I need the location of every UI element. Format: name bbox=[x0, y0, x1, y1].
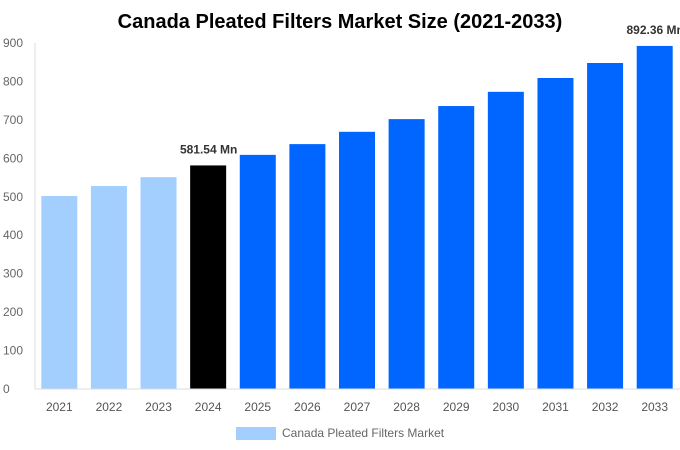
bar-2021[interactable] bbox=[41, 196, 78, 389]
bar-2033[interactable] bbox=[636, 45, 673, 389]
y-axis: 0 100 200 300 400 500 600 700 800 900 bbox=[3, 36, 36, 396]
x-tick-label: 2021 bbox=[46, 400, 73, 414]
bar-2024[interactable] bbox=[190, 165, 227, 389]
bar-2028[interactable] bbox=[388, 119, 425, 390]
y-tick-label: 500 bbox=[3, 190, 23, 204]
bar-2025[interactable] bbox=[239, 154, 276, 389]
y-tick-label: 800 bbox=[3, 74, 23, 88]
y-tick-label: 0 bbox=[3, 382, 10, 396]
x-tick-label: 2027 bbox=[344, 400, 371, 414]
bar-2022[interactable] bbox=[90, 186, 127, 389]
legend-label: Canada Pleated Filters Market bbox=[282, 426, 445, 440]
data-label: 581.54 Mn bbox=[180, 142, 237, 156]
x-tick-label: 2022 bbox=[96, 400, 123, 414]
y-tick-label: 200 bbox=[3, 305, 23, 319]
bar-2029[interactable] bbox=[438, 106, 475, 389]
bar-2031[interactable] bbox=[537, 77, 574, 390]
y-tick-label: 100 bbox=[3, 344, 23, 358]
x-axis: 2021 2022 2023 2024 2025 2026 2027 2028 2029 2030… bbox=[35, 388, 680, 414]
x-tick-label: 2029 bbox=[443, 400, 470, 414]
y-tick-label: 400 bbox=[3, 228, 23, 242]
chart-title: Canada Pleated Filters Market Size (2021… bbox=[118, 11, 563, 33]
y-tick-label: 700 bbox=[3, 113, 23, 127]
data-label: 892.36 Mn bbox=[627, 23, 680, 37]
x-tick-label: 2026 bbox=[294, 400, 321, 414]
legend-swatch bbox=[236, 427, 276, 440]
legend[interactable]: Canada Pleated Filters Market bbox=[236, 426, 445, 440]
y-tick-label: 900 bbox=[3, 36, 23, 50]
bar-2026[interactable] bbox=[289, 144, 326, 389]
bar-2032[interactable] bbox=[587, 62, 624, 389]
x-tick-label: 2024 bbox=[195, 400, 222, 414]
bar-2023[interactable] bbox=[140, 177, 177, 389]
bars bbox=[41, 45, 673, 390]
x-tick-label: 2025 bbox=[244, 400, 271, 414]
x-tick-label: 2032 bbox=[592, 400, 619, 414]
bar-2030[interactable] bbox=[487, 91, 524, 389]
y-tick-label: 600 bbox=[3, 151, 23, 165]
x-tick-label: 2030 bbox=[492, 400, 519, 414]
annotations: 581.54 Mn 892.36 Mn bbox=[180, 23, 680, 156]
x-tick-label: 2033 bbox=[641, 400, 668, 414]
bar-2027[interactable] bbox=[339, 131, 375, 389]
x-tick-label: 2031 bbox=[542, 400, 569, 414]
y-tick-label: 300 bbox=[3, 267, 23, 281]
x-tick-label: 2028 bbox=[393, 400, 420, 414]
x-tick-label: 2023 bbox=[145, 400, 172, 414]
